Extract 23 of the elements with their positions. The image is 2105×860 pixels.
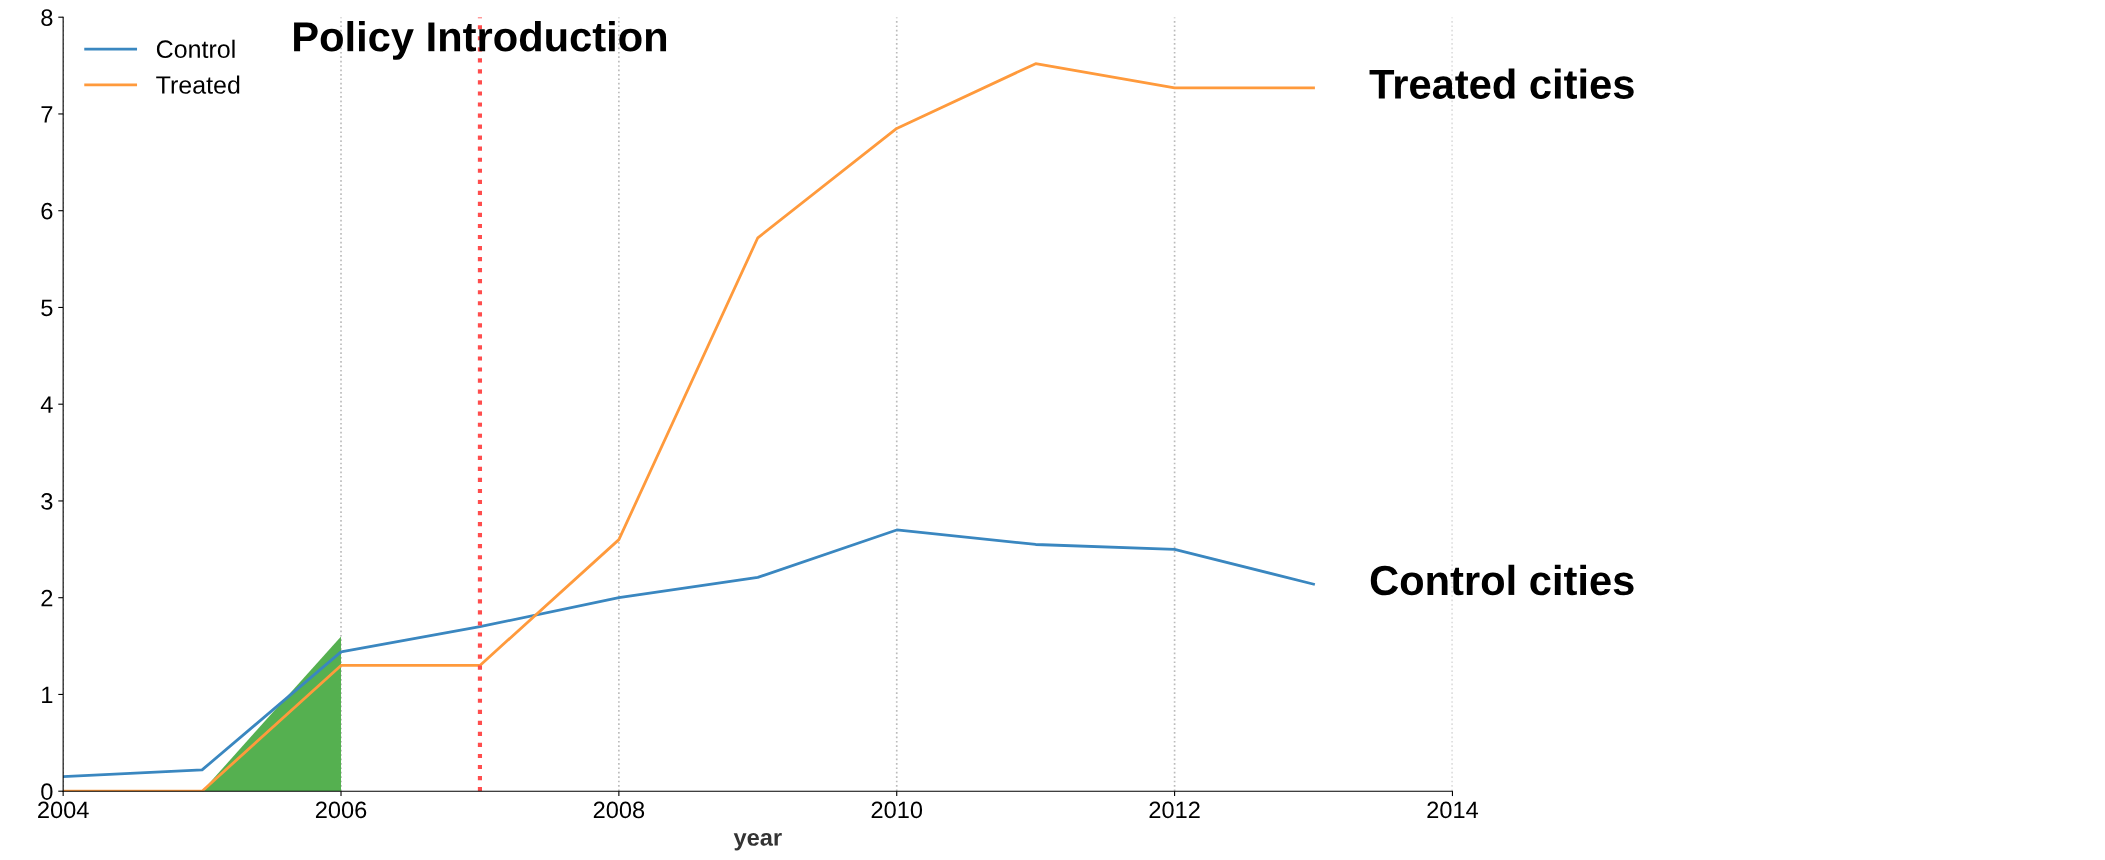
x-tick-label: 2008 <box>593 801 645 819</box>
y-tick-label: 8 <box>41 9 53 26</box>
ref-line-label: Policy Introduction <box>294 21 667 60</box>
x-tick-label: 2004 <box>38 801 89 819</box>
y-tick-label: 6 <box>41 202 53 220</box>
legend-label: Treated <box>156 75 240 94</box>
y-tick-label: 2 <box>41 589 53 607</box>
legend-label: Control <box>156 39 235 59</box>
annotation: Treated cities <box>1369 68 1634 100</box>
x-axis-title: year <box>733 832 782 851</box>
y-tick-label: 1 <box>42 686 53 704</box>
x-tick-label: 2014 <box>1427 801 1479 819</box>
annotation: Control cities <box>1370 564 1634 596</box>
x-tick-label: 2010 <box>871 801 923 819</box>
y-tick-label: 3 <box>41 493 53 510</box>
x-tick-label: 2006 <box>315 801 367 819</box>
y-tick-label: 4 <box>40 396 53 413</box>
x-tick-label: 2012 <box>1149 801 1200 819</box>
line-series <box>63 62 1315 792</box>
y-tick-label: 7 <box>41 106 53 123</box>
line-series <box>63 528 1315 779</box>
y-tick-label: 5 <box>41 299 53 317</box>
y-tick-label: 0 <box>41 783 53 800</box>
